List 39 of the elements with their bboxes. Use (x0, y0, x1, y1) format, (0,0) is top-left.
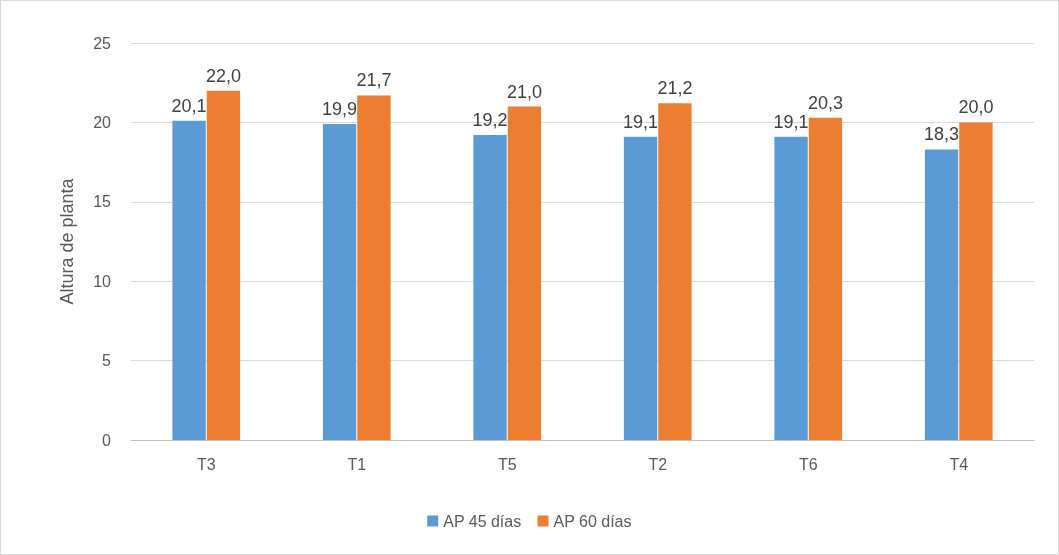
y-tick-label: 20 (93, 113, 112, 131)
data-label: 19,1 (623, 111, 659, 132)
x-tick-label: T4 (949, 455, 969, 473)
legend-label: AP 45 días (443, 512, 522, 530)
x-tick-label: T6 (798, 455, 818, 473)
x-tick-label: T1 (347, 455, 367, 473)
data-label: 21,0 (506, 81, 542, 102)
data-label: 22,0 (205, 65, 241, 86)
x-tick-label: T3 (196, 455, 216, 473)
data-label: 21,7 (356, 70, 392, 91)
bar (623, 136, 658, 440)
bar (507, 106, 542, 440)
bar (357, 95, 391, 440)
bar (808, 117, 843, 440)
y-axis-title: Altura de planta (57, 177, 77, 305)
y-tick-label: 0 (102, 431, 112, 449)
x-tick-label: T2 (648, 455, 668, 473)
bar (959, 122, 993, 440)
data-label: 20,1 (171, 95, 207, 116)
bar (322, 123, 357, 440)
bar (658, 103, 692, 440)
data-label: 21,2 (657, 78, 693, 99)
bar (473, 135, 507, 440)
y-tick-label: 10 (93, 272, 112, 290)
data-label: 19,9 (322, 98, 358, 119)
bar (774, 136, 808, 440)
data-label: 19,1 (773, 111, 809, 132)
data-label: 20,3 (807, 92, 843, 113)
data-label: 19,2 (472, 110, 508, 131)
bar (206, 90, 241, 440)
data-label: 20,0 (958, 97, 994, 118)
bar (924, 149, 959, 440)
data-label: 18,3 (924, 124, 960, 145)
bar (172, 120, 206, 440)
x-tick-label: T5 (497, 455, 517, 473)
y-tick-label: 15 (93, 193, 112, 211)
y-tick-label: 25 (93, 34, 112, 52)
y-tick-label: 5 (102, 352, 112, 370)
legend-label: AP 60 días (553, 512, 632, 530)
